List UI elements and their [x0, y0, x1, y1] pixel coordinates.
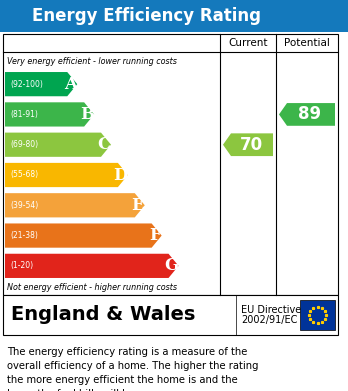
Text: The energy efficiency rating is a measure of the
overall efficiency of a home. T: The energy efficiency rating is a measur… [7, 347, 259, 391]
Text: G: G [164, 257, 179, 274]
Text: D: D [114, 167, 128, 183]
Polygon shape [5, 224, 161, 248]
Polygon shape [5, 72, 77, 96]
Text: (21-38): (21-38) [10, 231, 38, 240]
Text: Current: Current [228, 38, 268, 48]
Bar [300, 300, 335, 330]
Polygon shape [279, 103, 335, 126]
Polygon shape [5, 193, 145, 217]
Text: 70: 70 [239, 136, 262, 154]
Text: F: F [149, 227, 160, 244]
Text: 2002/91/EC: 2002/91/EC [241, 315, 298, 325]
Polygon shape [223, 133, 273, 156]
Text: (39-54): (39-54) [10, 201, 38, 210]
Text: (55-68): (55-68) [10, 170, 38, 179]
Text: (81-91): (81-91) [10, 110, 38, 119]
Text: Energy Efficiency Rating: Energy Efficiency Rating [32, 7, 261, 25]
Text: Potential: Potential [284, 38, 330, 48]
Text: 89: 89 [299, 106, 322, 124]
Text: Very energy efficient - lower running costs: Very energy efficient - lower running co… [7, 57, 177, 66]
Text: E: E [132, 197, 144, 214]
Text: (1-20): (1-20) [10, 261, 33, 270]
Bar [3, 34, 338, 295]
Text: (69-80): (69-80) [10, 140, 38, 149]
Polygon shape [5, 102, 94, 127]
Text: C: C [97, 136, 111, 153]
Text: A: A [64, 75, 77, 93]
Bar [0, 0, 348, 32]
Bar [3, 295, 338, 335]
Text: England & Wales: England & Wales [11, 305, 195, 325]
Text: B: B [80, 106, 94, 123]
Text: EU Directive: EU Directive [241, 305, 301, 315]
Polygon shape [5, 254, 179, 278]
Text: (92-100): (92-100) [10, 80, 43, 89]
Text: Not energy efficient - higher running costs: Not energy efficient - higher running co… [7, 283, 177, 292]
Polygon shape [5, 163, 128, 187]
Polygon shape [5, 133, 111, 157]
